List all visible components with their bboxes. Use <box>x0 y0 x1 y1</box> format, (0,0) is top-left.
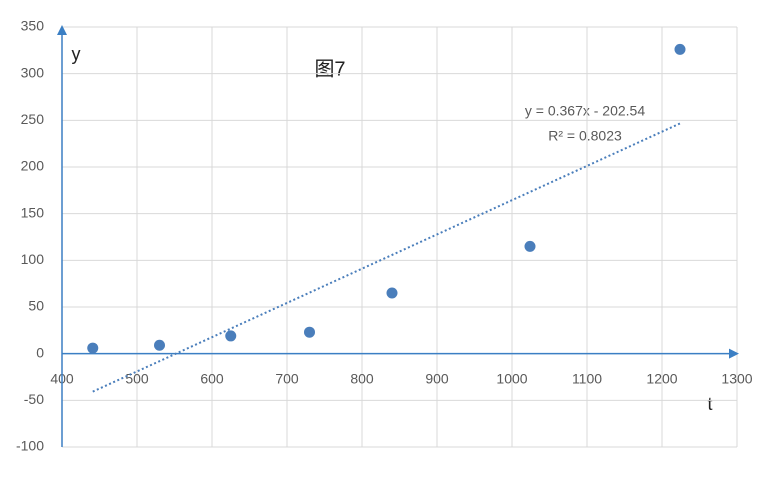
x-axis-arrow <box>729 348 739 359</box>
point <box>524 240 536 252</box>
x-tick-label: 1000 <box>496 370 527 386</box>
trend-r-squared: R² = 0.8023 <box>548 128 622 144</box>
y-tick-label: -50 <box>24 391 44 407</box>
y-tick-label: 300 <box>21 64 45 80</box>
y-axis-arrow <box>57 25 67 35</box>
x-tick-label: 600 <box>200 370 224 386</box>
x-tick-label: 900 <box>425 370 449 386</box>
point <box>87 342 99 354</box>
y-tick-label: 350 <box>21 18 45 34</box>
trendline <box>92 122 681 393</box>
x-tick-label: 1300 <box>721 370 752 386</box>
x-tick-label: 1100 <box>572 370 602 386</box>
y-tick-label: 250 <box>21 111 45 127</box>
x-tick-label: 700 <box>275 370 299 386</box>
point <box>674 43 686 55</box>
x-tick-label: 1200 <box>646 370 677 386</box>
point <box>225 330 237 342</box>
y-tick-label: -100 <box>16 438 44 454</box>
chart-title: 图7 <box>314 58 345 80</box>
y-tick-label: 150 <box>21 204 45 220</box>
x-tick-label: 500 <box>125 370 149 386</box>
y-tick-label: 0 <box>36 344 44 360</box>
x-tick-label: 800 <box>350 370 374 386</box>
point <box>304 326 315 338</box>
trend-equation: y = 0.367x - 202.54 <box>525 103 645 119</box>
point <box>386 287 398 299</box>
y-tick-label: 50 <box>28 298 44 314</box>
point <box>154 339 165 351</box>
y-axis-label: y <box>72 44 81 64</box>
x-axis-label: t <box>707 394 712 414</box>
y-tick-label: 200 <box>21 158 45 174</box>
y-tick-label: 100 <box>21 251 45 267</box>
